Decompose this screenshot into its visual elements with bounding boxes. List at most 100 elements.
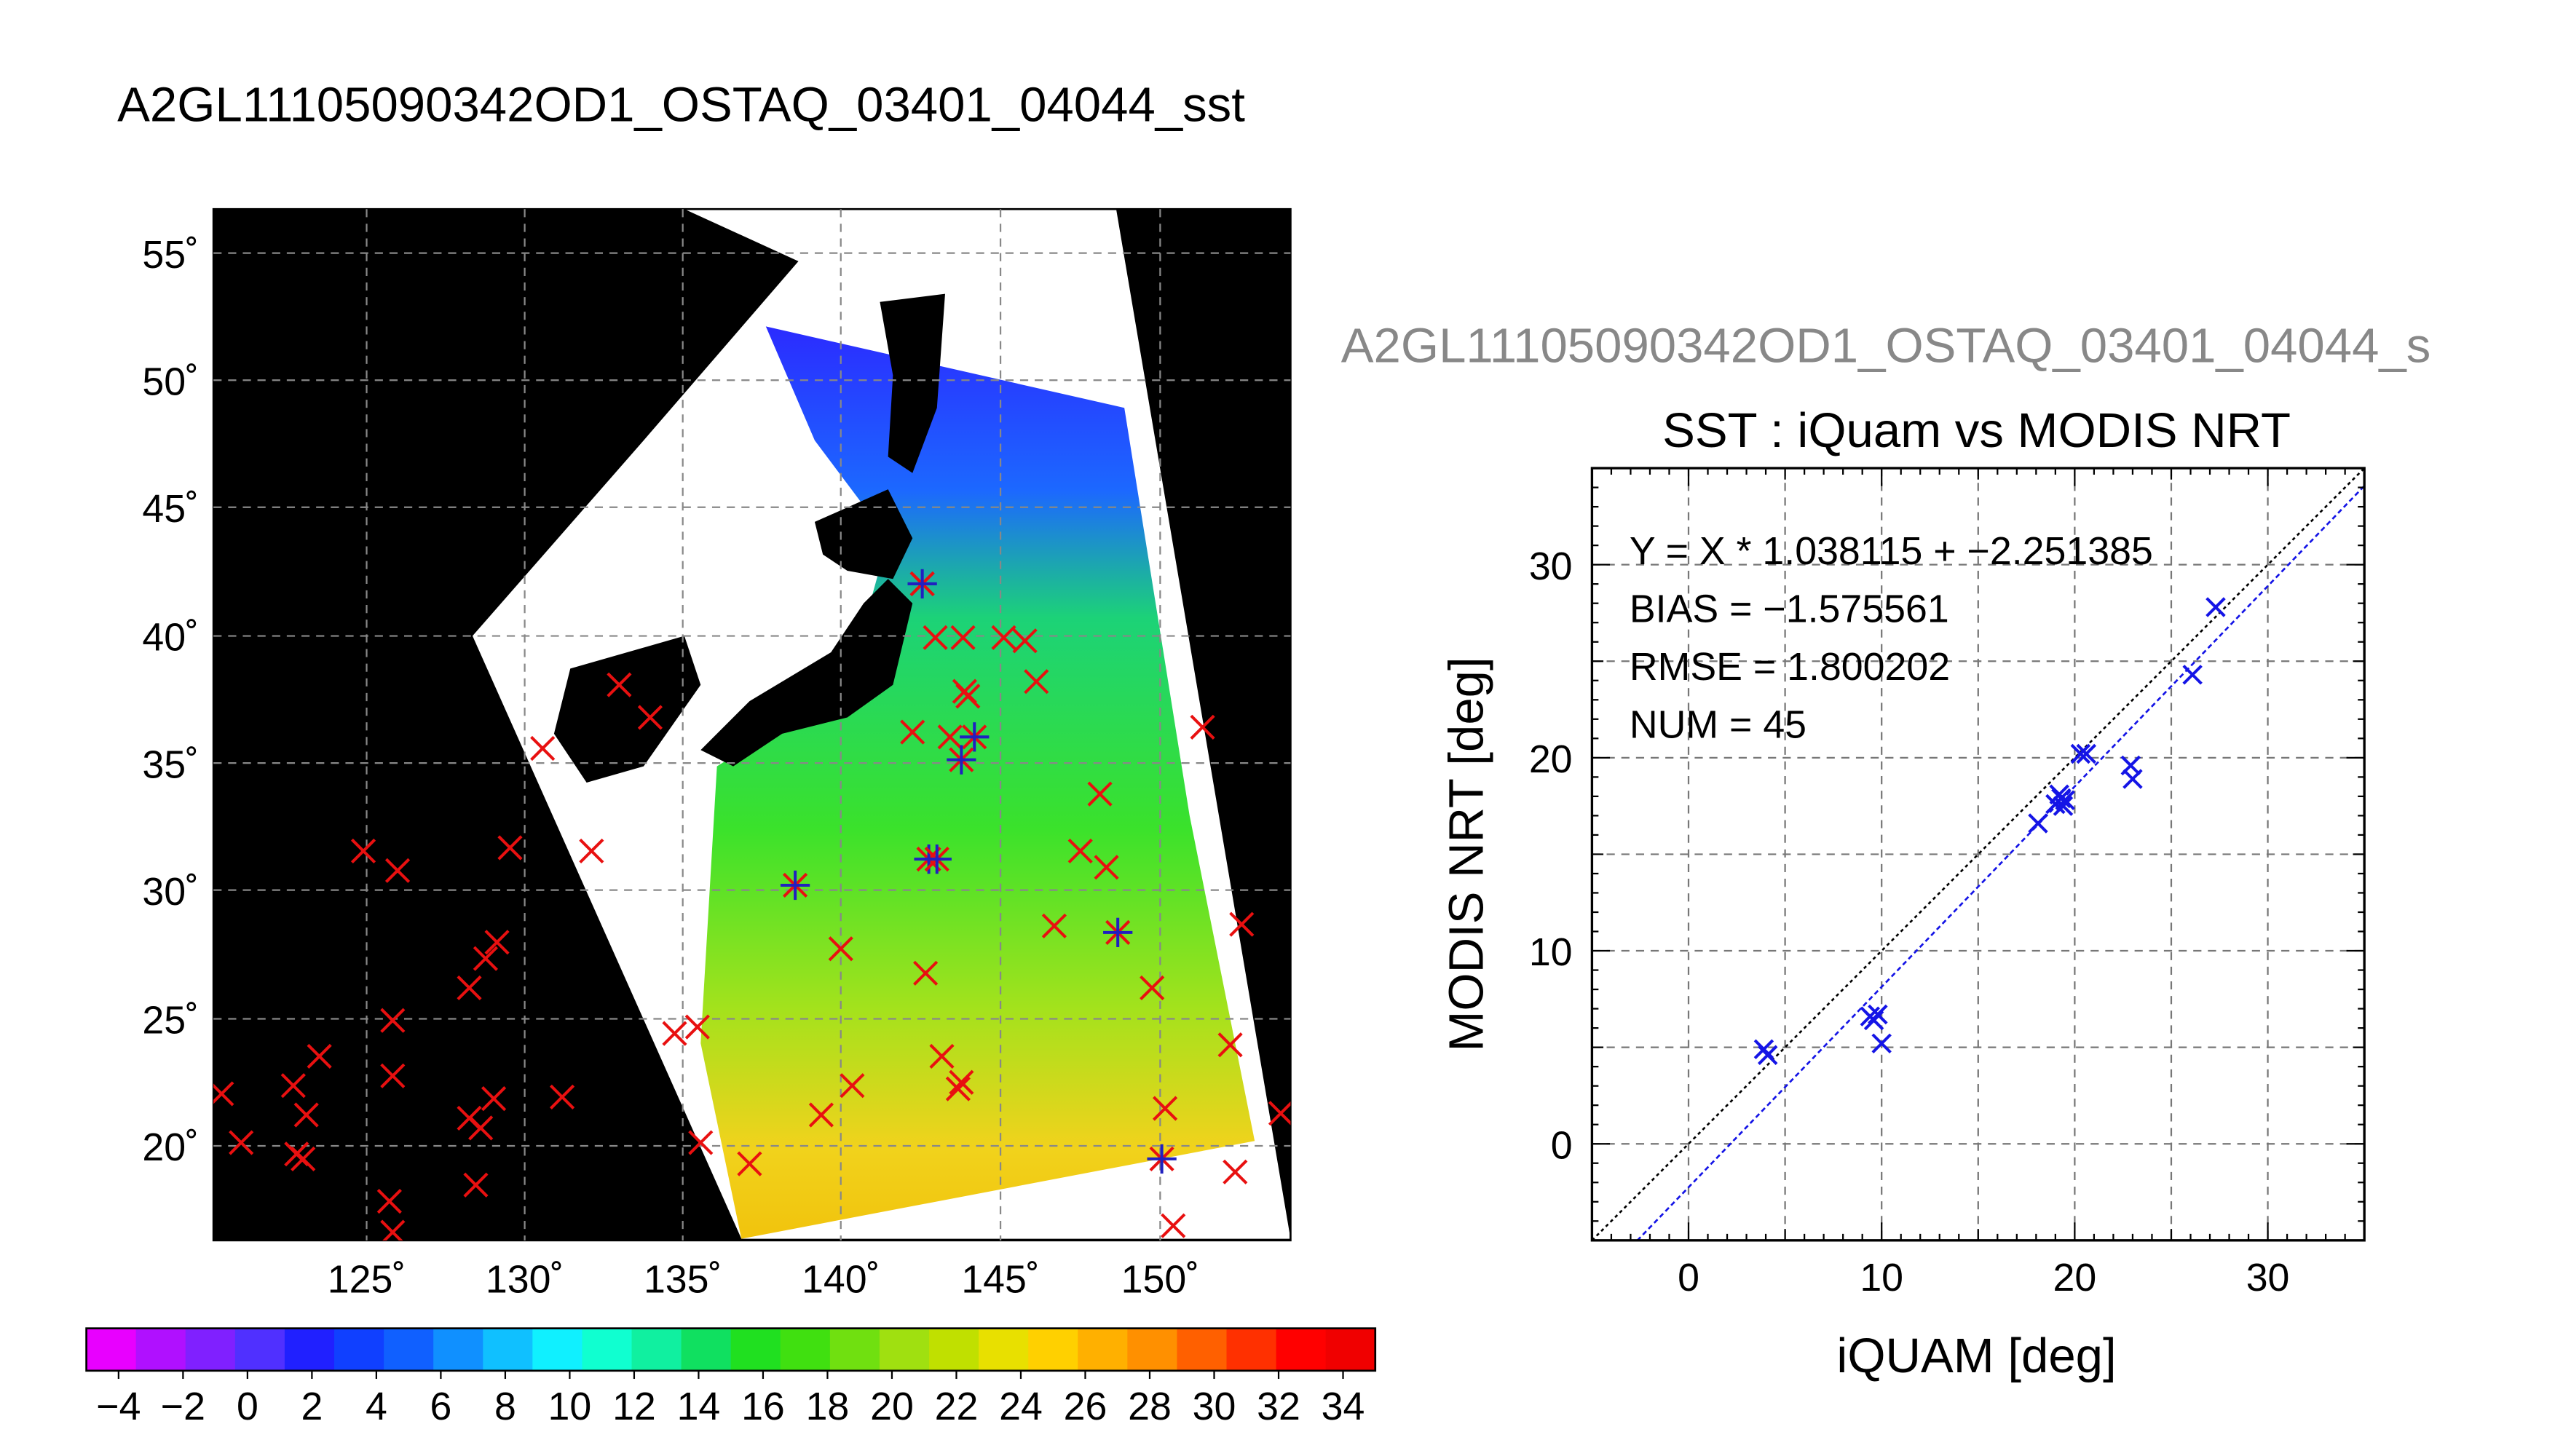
colorbar-cell — [979, 1328, 1030, 1371]
colorbar: −4 −2 0 2 4 6 8 10 12 14 16 18 20 22 24 26 28 30 32 34 — [85, 1327, 1377, 1428]
colorbar-tick-label: 32 — [1257, 1385, 1300, 1428]
scatter-point — [2070, 743, 2091, 764]
colorbar-cell — [1078, 1328, 1129, 1371]
colorbar-cell — [86, 1328, 137, 1371]
scatter-y-tick-label: 30 — [1529, 545, 1573, 588]
scatter-point — [2028, 813, 2048, 834]
map-mark-red-cross — [463, 1172, 489, 1198]
map-buoy-marks — [213, 569, 1291, 1241]
colorbar-labels: −4 −2 0 2 4 6 8 10 12 14 16 18 20 22 24 26 28 30 32 34 — [96, 1370, 1365, 1428]
map-mark-red-cross — [380, 1063, 406, 1088]
sst-color-field — [700, 326, 1255, 1239]
colorbar-cell — [1028, 1328, 1079, 1371]
scatter-x-tick-label: 10 — [1860, 1256, 1903, 1299]
map-mark-red-cross — [1223, 1159, 1248, 1184]
colorbar-tick-label: 4 — [366, 1385, 387, 1428]
colorbar-cell — [780, 1328, 831, 1371]
colorbar-tick-label: 16 — [741, 1385, 785, 1428]
scatter-point — [2076, 743, 2097, 764]
map-mark-red-cross — [1140, 975, 1165, 1001]
scatter-point-stroke — [2055, 790, 2075, 810]
map-lat-tick-label: 25˚ — [142, 999, 199, 1042]
map-lon-tick-label: 145˚ — [961, 1257, 1039, 1301]
colorbar-cell — [1127, 1328, 1178, 1371]
map-mark-red-cross — [945, 1076, 971, 1101]
map-mark-red-cross — [376, 1189, 402, 1214]
scatter-point — [2122, 769, 2143, 789]
map-mark-red-cross — [1152, 1096, 1178, 1121]
map-lat-tick-label: 20˚ — [142, 1125, 199, 1169]
scatter-y-tick-label: 20 — [1529, 737, 1573, 781]
map-mark-red-cross — [384, 858, 411, 883]
colorbar-cell — [483, 1328, 534, 1371]
scatter-y-tick-label: 0 — [1551, 1123, 1573, 1167]
colorbar-tick-label: −2 — [161, 1385, 205, 1428]
map-mark-red-cross — [688, 1130, 714, 1155]
map-mark-red-cross — [291, 1146, 316, 1172]
map-mark-red-cross — [382, 1219, 406, 1241]
map-lat-tick-label: 35˚ — [142, 743, 199, 786]
colorbar-cell — [582, 1328, 633, 1371]
map-mark-red-cross — [530, 735, 556, 761]
scatter-chart: SST : iQuam vs MODIS NRT 0 10 20 300102030 … — [1439, 403, 2366, 1383]
map-mark-red-cross — [497, 835, 523, 860]
map-mark-red-cross — [229, 1130, 254, 1155]
scatter-annotations: Y = X * 1.038115 + −2.251385 BIAS = −1.57… — [1630, 529, 2153, 746]
scatter-grid — [1592, 468, 2365, 1241]
colorbar-cell — [730, 1328, 781, 1371]
map-mark-red-cross — [1094, 855, 1119, 880]
scatter-x-tick-label: 30 — [2246, 1256, 2290, 1299]
scatter-point-stroke — [1758, 1045, 1778, 1065]
map-lat-tick-label: 50˚ — [142, 360, 199, 403]
scatter-x-tick-label: 20 — [2053, 1256, 2097, 1299]
colorbar-cell — [681, 1328, 732, 1371]
scatter-point — [1871, 1033, 1892, 1054]
scatter-point — [2205, 597, 2226, 617]
map-lon-labels: 125˚ 130˚ 135˚ 140˚ 145˚ 150˚ — [328, 1257, 1199, 1301]
land-sakhalin — [880, 293, 945, 473]
land-korea — [553, 636, 701, 783]
colorbar-cell — [433, 1328, 484, 1371]
colorbar-cell — [829, 1328, 881, 1371]
map-mark-red-cross — [900, 719, 925, 745]
map-mark-red-cross — [579, 838, 604, 864]
map-mark-red-cross — [913, 960, 939, 986]
scatter-annotation: RMSE = 1.800202 — [1630, 645, 1950, 689]
map-mark-red-cross — [929, 1043, 955, 1069]
colorbar-tick-label: 10 — [548, 1385, 592, 1428]
scatter-point-stroke — [2122, 769, 2143, 789]
map-mark-red-cross — [293, 1102, 319, 1128]
map-mark-red-cross — [662, 1021, 687, 1046]
colorbar-tick-label: 12 — [612, 1385, 656, 1428]
scatter-point-stroke — [2076, 743, 2097, 764]
x-axis-label: iQUAM [deg] — [1836, 1329, 2116, 1383]
map-mark-red-cross — [468, 1115, 494, 1141]
colorbar-cell — [234, 1328, 286, 1371]
map-lat-tick-label: 45˚ — [142, 487, 199, 531]
colorbar-tick-label: 2 — [301, 1385, 323, 1428]
land-honshu — [700, 579, 913, 767]
colorbar-tick-label: 6 — [430, 1385, 451, 1428]
map-lon-tick-label: 130˚ — [486, 1257, 564, 1301]
scatter-point-stroke — [2053, 796, 2074, 816]
map-mark-red-cross — [1217, 1032, 1243, 1058]
map-mark-red-cross — [808, 1102, 834, 1128]
map-mark-red-cross — [991, 625, 1016, 650]
map-mark-red-cross — [280, 1073, 306, 1099]
map-mark-red-cross — [481, 1086, 507, 1112]
map-frame — [212, 207, 1292, 1242]
sst-map-panel: 55˚ 50˚ 45˚ 40˚ 35˚ 30˚ 25˚ 20˚ 125˚ 130˚ 135˚ 140… — [142, 207, 1292, 1301]
colorbar-tick-label: 22 — [935, 1385, 979, 1428]
colorbar-tick-label: 30 — [1193, 1385, 1236, 1428]
map-mark-red-cross — [952, 678, 977, 704]
map-mark-red-cross — [549, 1084, 575, 1109]
scatter-annotation: NUM = 45 — [1630, 703, 1806, 746]
colorbar-tick-label: 0 — [237, 1385, 258, 1428]
colorbar-cell — [284, 1328, 336, 1371]
colorbar-tick-label: 14 — [677, 1385, 721, 1428]
scatter-point-stroke — [2205, 597, 2226, 617]
y-axis-label: MODIS NRT [deg] — [1439, 657, 1493, 1051]
map-lon-tick-label: 140˚ — [802, 1257, 880, 1301]
map-mark-red-cross — [637, 705, 663, 730]
colorbar-tick-label: −4 — [96, 1385, 141, 1428]
